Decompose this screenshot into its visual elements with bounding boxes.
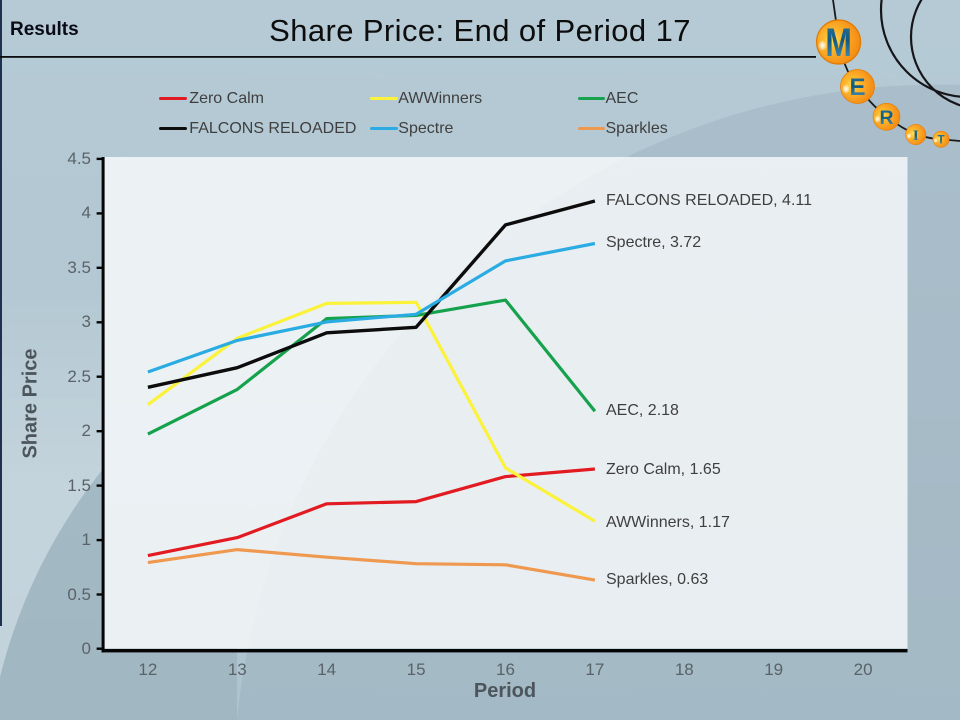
svg-text:T: T	[937, 135, 944, 147]
svg-text:I: I	[913, 128, 919, 144]
svg-text:M: M	[825, 21, 852, 65]
svg-text:R: R	[879, 107, 893, 129]
svg-text:E: E	[849, 74, 865, 101]
